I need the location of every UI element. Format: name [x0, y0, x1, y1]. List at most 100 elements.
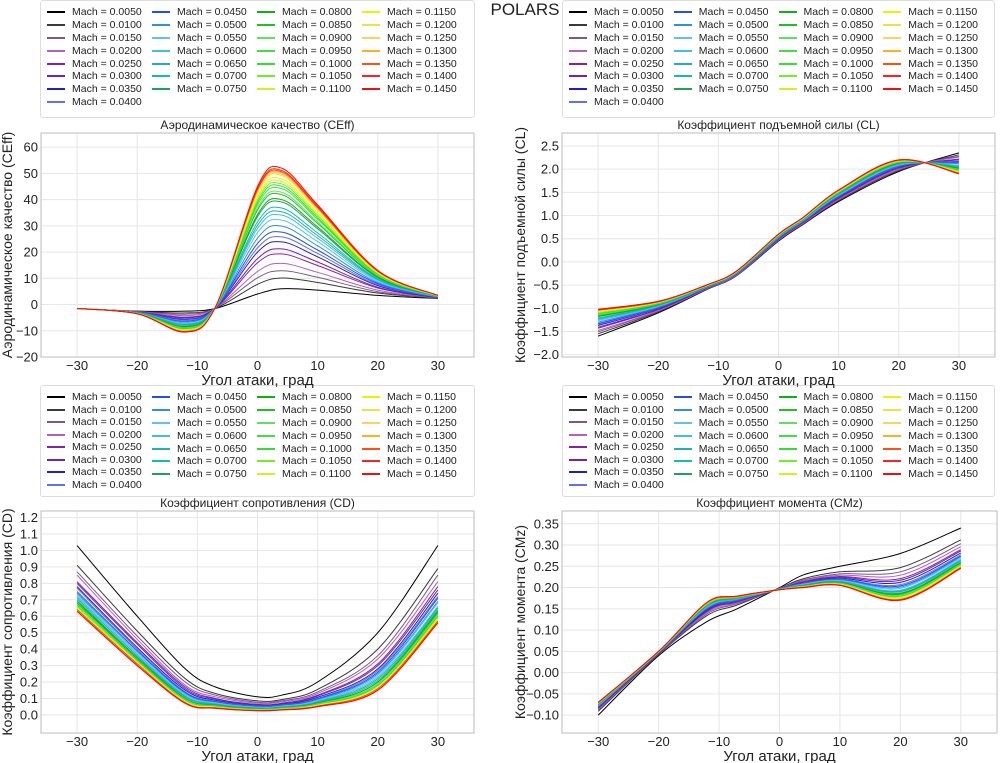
legend-entry: Mach = 0.0650: [152, 442, 257, 455]
legend-label: Mach = 0.0750: [698, 468, 769, 481]
x-tick-label: 0: [254, 358, 261, 373]
legend-swatch: [569, 408, 587, 411]
legend-label: Mach = 0.1150: [387, 391, 456, 404]
legend-entry: Mach = 0.1100: [257, 468, 362, 481]
legend-swatch: [569, 49, 587, 52]
legend-label: Mach = 0.0900: [803, 31, 874, 44]
x-tick-label: −30: [587, 734, 609, 749]
legend-label: Mach = 0.0900: [282, 416, 352, 429]
chart-panel-3: −30 −20 −10 0 10 20 30 −0.10 −0.05 0.00 0.05 0.10 0.…: [512, 496, 998, 763]
y-axis-label: Коэффициент подъемной силы (CL): [512, 127, 528, 363]
legend-entry: Mach = 0.0950: [257, 429, 362, 442]
y-tick-label: 0.05: [534, 644, 559, 659]
legend-label: Mach = 0.0800: [803, 391, 874, 404]
legend-entry: Mach = 0.1050: [257, 455, 362, 468]
legend-label: Mach = 0.0900: [803, 416, 874, 429]
x-tick-label: 30: [954, 734, 968, 749]
legend-entry: Mach = 0.0400: [47, 96, 152, 109]
series-line-0.1450: [597, 567, 962, 703]
legend-entry: Mach = 0.0150: [569, 32, 674, 45]
legend-entry: Mach = 0.0500: [673, 404, 779, 417]
legend-swatch: [152, 24, 170, 27]
series-line-0.0150: [76, 571, 439, 704]
x-tick-label: −10: [707, 358, 729, 373]
legend-entry: Mach = 0.1250: [883, 417, 988, 430]
legend-entry: Mach = 0.0650: [673, 442, 779, 455]
series-line-0.0400: [77, 236, 439, 321]
legend-swatch: [778, 460, 797, 463]
y-tick-label: −0.10: [526, 708, 559, 723]
figure-title: POLARS: [490, 0, 560, 19]
legend-label: Mach = 0.0750: [177, 468, 247, 481]
legend-entry: Mach = 0.0750: [673, 468, 779, 481]
legend-entry: Mach = 0.0200: [569, 44, 674, 57]
legend-label: Mach = 0.0100: [594, 403, 664, 416]
legend-swatch: [47, 483, 65, 486]
legend-swatch: [362, 396, 380, 399]
legend-label: Mach = 0.0600: [698, 44, 769, 57]
legend-label: Mach = 0.0250: [594, 57, 664, 70]
legend-entry: Mach = 0.0550: [673, 417, 779, 430]
legend-swatch: [673, 447, 692, 450]
legend-entry: Mach = 0.0050: [47, 391, 152, 404]
legend-label: Mach = 0.0450: [698, 391, 769, 404]
legend-swatch: [883, 75, 902, 78]
legend-swatch: [257, 36, 275, 39]
legend-entry: Mach = 0.0700: [673, 70, 779, 83]
series-line-0.1450: [598, 159, 960, 310]
legend-swatch: [47, 24, 65, 27]
legend-label: Mach = 0.0100: [594, 19, 664, 32]
legend-label: Mach = 0.0700: [177, 455, 247, 468]
legend-entry: Mach = 0.1150: [362, 6, 467, 19]
legend-label: Mach = 0.1100: [282, 83, 351, 96]
legend-label: Mach = 0.1200: [387, 19, 457, 32]
legend-column: Mach = 0.0050 Mach = 0.0100 Mach = 0.0150 M…: [47, 391, 152, 491]
legend-label: Mach = 0.0050: [594, 391, 664, 404]
legend-swatch: [778, 396, 797, 399]
y-tick-label: 0.1: [20, 691, 38, 706]
legend-0: Mach = 0.0050 Mach = 0.0100 Mach = 0.0150 M…: [40, 0, 475, 118]
legend-label: Mach = 0.1000: [803, 57, 874, 70]
legend-entry: Mach = 0.0100: [569, 404, 674, 417]
y-tick-label: 0.2: [20, 675, 38, 690]
legend-swatch: [778, 24, 797, 27]
y-tick-label: 0.10: [534, 623, 559, 638]
x-tick-label: −10: [708, 734, 730, 749]
legend-entry: Mach = 0.0100: [47, 19, 152, 32]
legend-entry: Mach = 0.0250: [47, 57, 152, 70]
legend-label: Mach = 0.0500: [177, 19, 247, 32]
x-tick-label: −20: [126, 734, 148, 749]
legend-entry: Mach = 0.0850: [257, 404, 362, 417]
x-tick-label: −20: [648, 734, 670, 749]
legend-swatch: [362, 447, 380, 450]
legend-entry: Mach = 0.1100: [257, 83, 362, 96]
legend-entry: Mach = 0.0550: [673, 32, 779, 45]
legend-entry: Mach = 0.1400: [362, 455, 467, 468]
x-tick-label: −30: [66, 358, 88, 373]
legend-swatch: [673, 75, 692, 78]
legend-column: Mach = 0.0050 Mach = 0.0100 Mach = 0.0150 M…: [569, 391, 674, 491]
y-tick-label: 2.0: [541, 162, 559, 177]
series-group: [76, 545, 439, 712]
legend-entry: Mach = 0.1300: [883, 44, 988, 57]
y-tick-label: 0.25: [534, 559, 559, 574]
legend-swatch: [152, 75, 170, 78]
legend-swatch: [569, 458, 587, 461]
legend-swatch: [257, 75, 275, 78]
legend-label: Mach = 0.0800: [282, 391, 352, 404]
legend-label: Mach = 0.1100: [803, 468, 873, 481]
legend-label: Mach = 0.0400: [72, 95, 142, 108]
legend-swatch: [569, 483, 587, 486]
x-tick-label: 10: [833, 734, 847, 749]
y-tick-label: 0.00: [534, 665, 559, 680]
legend-label: Mach = 0.0950: [803, 44, 874, 57]
y-tick-label: −1.0: [533, 301, 559, 316]
legend-label: Mach = 0.0550: [177, 31, 247, 44]
legend-entry: Mach = 0.0050: [569, 6, 674, 19]
x-tick-label: 30: [431, 358, 445, 373]
legend-entry: Mach = 0.1150: [362, 391, 467, 404]
legend-entry: Mach = 0.1300: [362, 429, 467, 442]
legend-label: Mach = 0.0400: [72, 478, 142, 491]
y-tick-label: 60: [24, 140, 38, 155]
